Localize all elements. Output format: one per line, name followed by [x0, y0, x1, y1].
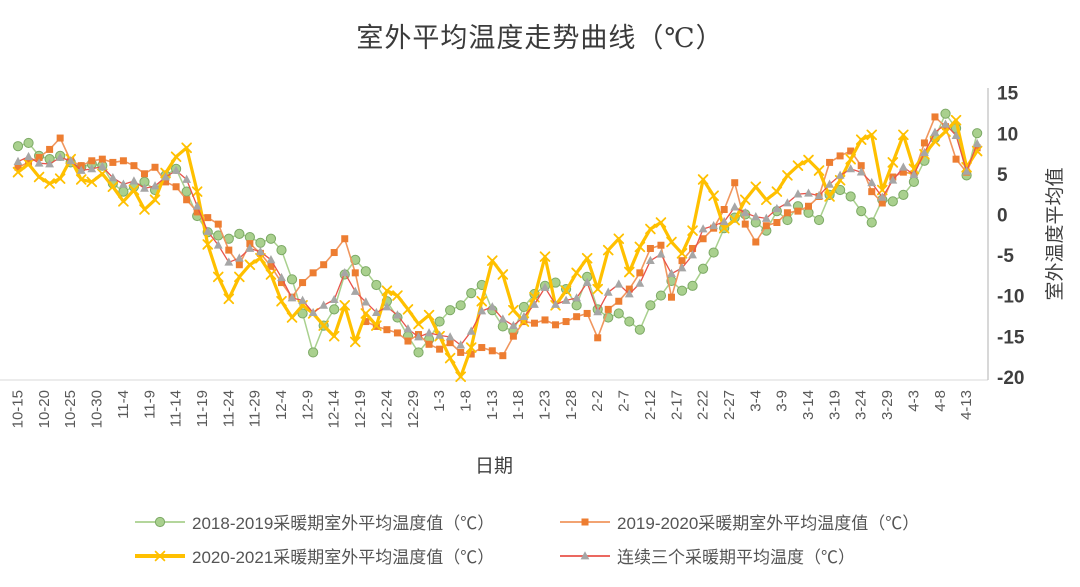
- x-tick-label: 12-4: [273, 390, 290, 420]
- x-tick-label: 11-24: [220, 390, 237, 427]
- legend-label: 连续三个采暖期平均温度（℃）: [617, 548, 855, 567]
- series-markers: [12, 108, 983, 358]
- x-tick-label: 2-27: [721, 390, 738, 420]
- x-tick-label: 1-8: [457, 390, 474, 412]
- y-tick-label: -10: [997, 287, 1024, 308]
- x-tick-label: 11-14: [168, 390, 185, 427]
- legend-item-2018-2019: 2018-2019采暖期室外平均温度值（℃）: [132, 506, 557, 537]
- x-tick-label: 10-25: [62, 390, 79, 428]
- y-axis-tick-labels: 15 10 5 0 -5 -10 -15 -20: [997, 84, 1025, 389]
- y-tick-label: -20: [997, 368, 1024, 389]
- series-markers: [14, 113, 981, 360]
- x-axis-title: 日期: [474, 456, 513, 477]
- x-tick-label: 1-3: [431, 390, 448, 412]
- series-markers: [12, 114, 983, 383]
- y-tick-label: 0: [997, 206, 1008, 227]
- y-tick-label: 5: [997, 165, 1008, 186]
- series-4-triangle: [13, 119, 982, 349]
- x-tick-label: 12-24: [378, 390, 395, 428]
- green-circle-series-marker: [132, 511, 188, 533]
- legend-item-three-season-average: 连续三个采暖期平均温度（℃）: [557, 540, 1012, 571]
- legend-label: 2020-2021采暖期室外平均温度值（℃）: [192, 548, 495, 567]
- legend-item-2020-2021: 2020-2021采暖期室外平均温度值（℃）: [132, 540, 557, 571]
- yellow-x-series-marker: [132, 545, 188, 567]
- x-tick-label: 4-13: [958, 390, 975, 420]
- x-tick-label: 3-14: [800, 390, 817, 420]
- x-tick-label: 2-22: [695, 390, 712, 420]
- series-2-square: [14, 113, 981, 360]
- x-tick-label: 11-9: [141, 390, 158, 419]
- legend-label: 2019-2020采暖期室外平均温度值（℃）: [617, 514, 920, 533]
- x-tick-label: 2-2: [589, 390, 606, 412]
- series-line: [17, 116, 978, 357]
- y-axis-title: 室外温度平均值: [1045, 167, 1066, 301]
- legend-item-2019-2020: 2019-2020采暖期室外平均温度值（℃）: [557, 506, 1012, 537]
- x-tick-label: 2-12: [642, 390, 659, 420]
- x-tick-label: 4-3: [905, 390, 922, 412]
- y-tick-label: -5: [997, 246, 1014, 267]
- x-tick-label: 12-19: [352, 390, 369, 428]
- series-line: [17, 118, 979, 379]
- x-tick-label: 1-23: [537, 390, 554, 420]
- x-tick-label: 1-28: [563, 390, 580, 420]
- x-tick-label: 12-9: [299, 390, 316, 420]
- x-tick-label: 3-19: [826, 390, 843, 420]
- series-markers: [13, 119, 982, 349]
- x-tick-label: 1-18: [510, 390, 527, 420]
- x-tick-label: 10-15: [10, 390, 27, 428]
- x-tick-label: 12-29: [405, 390, 422, 428]
- legend: 2018-2019采暖期室外平均温度值（℃） 2019-2020采暖期室外平均温…: [132, 506, 1012, 571]
- series-line: [17, 112, 978, 354]
- x-tick-label: 1-13: [484, 390, 501, 420]
- x-tick-label: 11-19: [194, 390, 211, 427]
- gray-triangle-series-marker: [557, 545, 613, 567]
- x-tick-label: 2-17: [668, 390, 685, 420]
- x-tick-label: 11-29: [247, 390, 264, 427]
- x-axis-tick-labels: 10-15 10-20 10-25 10-30 11-4 11-9 11-14 11-19 11…: [10, 390, 976, 428]
- x-tick-label: 10-20: [36, 390, 53, 428]
- x-tick-label: 3-9: [774, 390, 791, 412]
- orange-square-series-marker: [557, 511, 613, 533]
- series-1-circle: [12, 108, 983, 358]
- series-line: [17, 123, 978, 346]
- y-tick-label: 15: [997, 84, 1019, 105]
- series-3-x: [12, 114, 983, 383]
- x-tick-label: 3-24: [853, 390, 870, 420]
- plot-area: 15 10 5 0 -5 -10 -15 -20 10-15 10-20 10-25 10-30 11-…: [0, 84, 1025, 428]
- y-tick-label: 10: [997, 124, 1018, 145]
- chart-title: 室外平均温度走势曲线（℃）: [356, 23, 724, 53]
- x-tick-label: 2-7: [616, 390, 633, 412]
- x-tick-label: 3-29: [879, 390, 896, 420]
- y-tick-label: -15: [997, 327, 1025, 348]
- x-tick-label: 11-4: [115, 390, 132, 419]
- axes: [0, 88, 989, 381]
- x-tick-label: 3-4: [747, 390, 764, 412]
- x-tick-label: 10-30: [89, 390, 106, 428]
- x-tick-label: 12-14: [326, 390, 343, 428]
- legend-label: 2018-2019采暖期室外平均温度值（℃）: [192, 514, 495, 533]
- x-tick-label: 4-8: [932, 390, 949, 412]
